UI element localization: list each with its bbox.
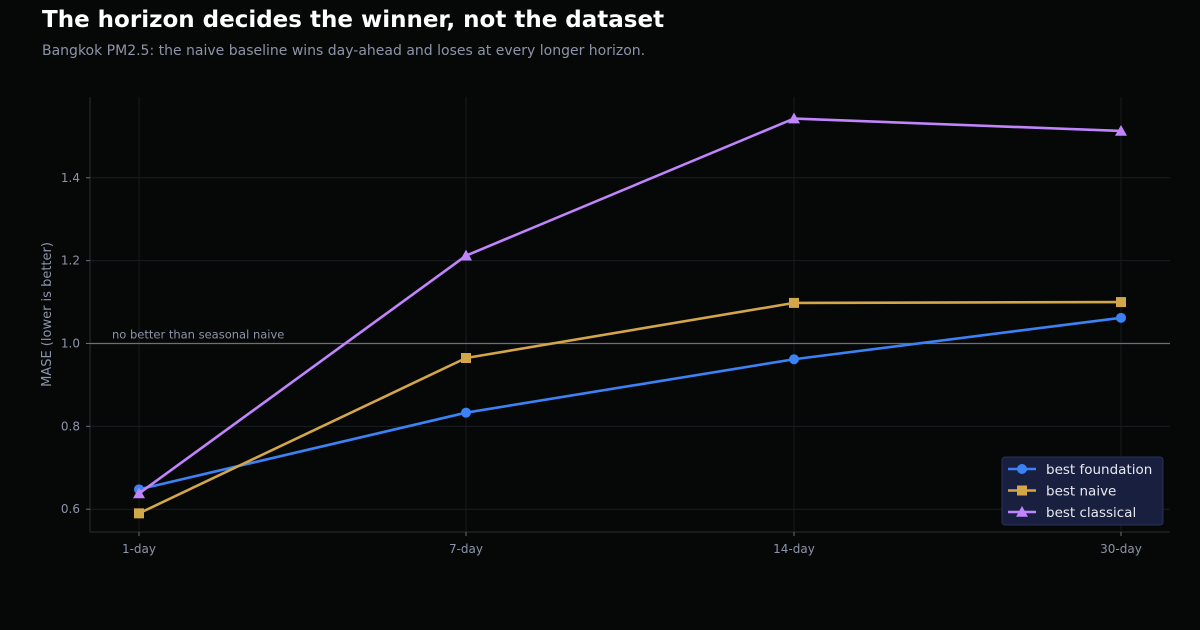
data-point-best-foundation xyxy=(461,407,471,418)
data-point-best-naive xyxy=(461,353,471,363)
y-axis-title: MASE (lower is better) xyxy=(40,242,55,387)
reference-line-label: no better than seasonal naive xyxy=(112,328,284,342)
legend-label: best naive xyxy=(1046,484,1116,500)
series-line-best-foundation xyxy=(138,316,1122,491)
y-tick-label: 0.6 xyxy=(61,502,80,516)
data-point-best-classical xyxy=(133,487,145,499)
y-tick-label: 1.4 xyxy=(61,171,80,185)
legend-marker xyxy=(1016,506,1028,517)
data-point-best-classical xyxy=(460,249,472,261)
legend-marker xyxy=(1017,464,1027,474)
series-line-best-classical xyxy=(138,117,1122,495)
x-tick-label: 1-day xyxy=(122,542,156,556)
series-line-best-naive xyxy=(138,300,1122,515)
data-point-best-classical xyxy=(1115,124,1127,136)
chart-subtitle: Bangkok PM2.5: the naive baseline wins d… xyxy=(42,43,646,59)
y-tick-label: 1.0 xyxy=(61,337,80,351)
legend-label: best classical xyxy=(1046,505,1136,521)
data-point-best-naive xyxy=(789,297,799,308)
y-tick-label: 0.8 xyxy=(61,419,80,433)
x-tick-label: 14-day xyxy=(773,542,815,556)
y-tick-label: 1.2 xyxy=(61,254,80,268)
legend-box xyxy=(1001,456,1164,526)
data-point-best-foundation xyxy=(1116,312,1126,323)
legend-marker xyxy=(1017,485,1027,496)
data-point-best-naive xyxy=(134,508,144,519)
legend-label: best foundation xyxy=(1046,462,1152,478)
data-point-best-classical xyxy=(788,112,800,124)
data-point-best-foundation xyxy=(789,354,799,365)
data-point-best-naive xyxy=(1116,297,1126,308)
chart-title: The horizon decides the winner, not the … xyxy=(42,7,665,33)
x-tick-label: 7-day xyxy=(449,542,483,556)
x-tick-label: 30-day xyxy=(1100,542,1142,556)
